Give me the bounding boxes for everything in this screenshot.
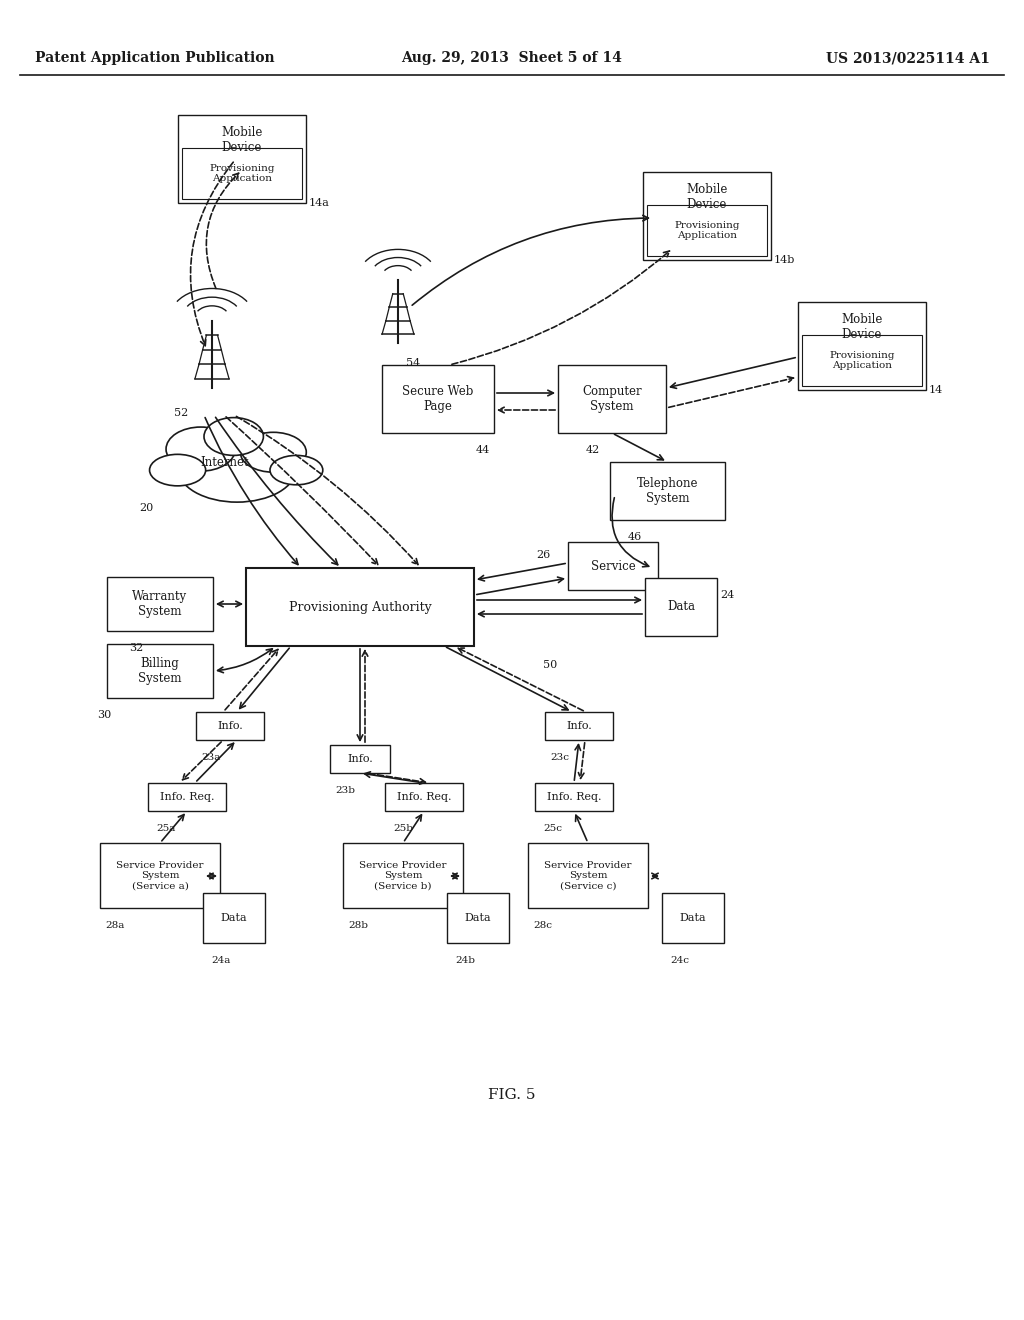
FancyBboxPatch shape [662,894,724,942]
Text: 25a: 25a [156,824,175,833]
FancyBboxPatch shape [643,172,771,260]
Ellipse shape [204,417,263,455]
Text: Provisioning
Application: Provisioning Application [209,164,274,183]
Text: Mobile
Device: Mobile Device [686,182,728,211]
Text: 30: 30 [97,710,112,719]
Text: Data: Data [667,601,695,614]
Text: 25b: 25b [393,824,413,833]
FancyBboxPatch shape [545,711,613,741]
Text: 24c: 24c [670,956,689,965]
FancyBboxPatch shape [246,568,474,645]
Text: FIG. 5: FIG. 5 [488,1088,536,1102]
Text: US 2013/0225114 A1: US 2013/0225114 A1 [826,51,990,65]
FancyBboxPatch shape [382,366,494,433]
Text: Info.: Info. [347,754,373,764]
FancyBboxPatch shape [645,578,717,636]
Text: 50: 50 [543,660,557,671]
FancyBboxPatch shape [106,644,213,698]
FancyBboxPatch shape [100,843,220,908]
Text: Mobile
Device: Mobile Device [842,313,883,341]
Text: 25c: 25c [543,824,562,833]
Text: Info. Req.: Info. Req. [547,792,601,803]
Text: Patent Application Publication: Patent Application Publication [35,51,274,65]
FancyBboxPatch shape [558,366,666,433]
Ellipse shape [241,433,306,473]
Text: Warranty
System: Warranty System [132,590,187,618]
Text: Secure Web
Page: Secure Web Page [402,385,474,413]
FancyBboxPatch shape [182,148,302,199]
Text: 28c: 28c [534,921,552,931]
Text: Service Provider
System
(Service b): Service Provider System (Service b) [359,861,446,891]
Text: Computer
System: Computer System [583,385,642,413]
Text: Internet: Internet [201,457,249,470]
FancyBboxPatch shape [385,783,463,810]
Text: Service: Service [591,560,635,573]
Ellipse shape [270,455,323,484]
Text: 52: 52 [174,408,188,418]
Text: Data: Data [221,913,248,923]
FancyBboxPatch shape [647,205,767,256]
Text: Telephone
System: Telephone System [637,477,698,506]
FancyBboxPatch shape [178,115,306,203]
Text: 24: 24 [720,590,734,601]
Text: 28a: 28a [105,921,124,931]
FancyBboxPatch shape [106,577,213,631]
Text: Info. Req.: Info. Req. [160,792,214,803]
Text: Service Provider
System
(Service c): Service Provider System (Service c) [544,861,632,891]
Text: 20: 20 [139,503,154,513]
Ellipse shape [150,454,206,486]
FancyBboxPatch shape [535,783,613,810]
Text: Info.: Info. [566,721,592,731]
FancyBboxPatch shape [798,302,926,389]
Text: 26: 26 [536,550,550,560]
Text: Service Provider
System
(Service a): Service Provider System (Service a) [117,861,204,891]
Text: 28b: 28b [348,921,368,931]
FancyBboxPatch shape [447,894,509,942]
Text: Mobile
Device: Mobile Device [221,125,263,153]
Text: Info. Req.: Info. Req. [396,792,452,803]
Ellipse shape [177,434,296,502]
Text: Aug. 29, 2013  Sheet 5 of 14: Aug. 29, 2013 Sheet 5 of 14 [401,51,623,65]
Text: 46: 46 [628,532,642,543]
FancyBboxPatch shape [568,543,658,590]
Text: Provisioning Authority: Provisioning Authority [289,601,431,614]
FancyBboxPatch shape [610,462,725,520]
Text: 23a: 23a [201,752,220,762]
Text: 23b: 23b [335,785,355,795]
Text: 54: 54 [406,358,420,368]
Text: 14b: 14b [774,255,796,265]
Text: Provisioning
Application: Provisioning Application [829,351,895,370]
Text: Billing
System: Billing System [138,657,181,685]
FancyBboxPatch shape [528,843,648,908]
Text: 14: 14 [929,385,943,395]
FancyBboxPatch shape [343,843,463,908]
Text: 24b: 24b [455,956,475,965]
FancyBboxPatch shape [802,335,922,385]
Text: 14a: 14a [309,198,330,209]
FancyBboxPatch shape [330,744,390,774]
Text: Info.: Info. [217,721,243,731]
Text: Data: Data [680,913,707,923]
Text: 23c: 23c [550,752,569,762]
FancyBboxPatch shape [196,711,264,741]
FancyBboxPatch shape [148,783,226,810]
Text: 24a: 24a [211,956,230,965]
Text: 44: 44 [476,445,490,455]
FancyBboxPatch shape [203,894,265,942]
Ellipse shape [166,428,236,471]
Text: Data: Data [465,913,492,923]
Text: Provisioning
Application: Provisioning Application [674,220,739,240]
Text: 42: 42 [586,445,600,455]
Text: 32: 32 [129,643,143,653]
